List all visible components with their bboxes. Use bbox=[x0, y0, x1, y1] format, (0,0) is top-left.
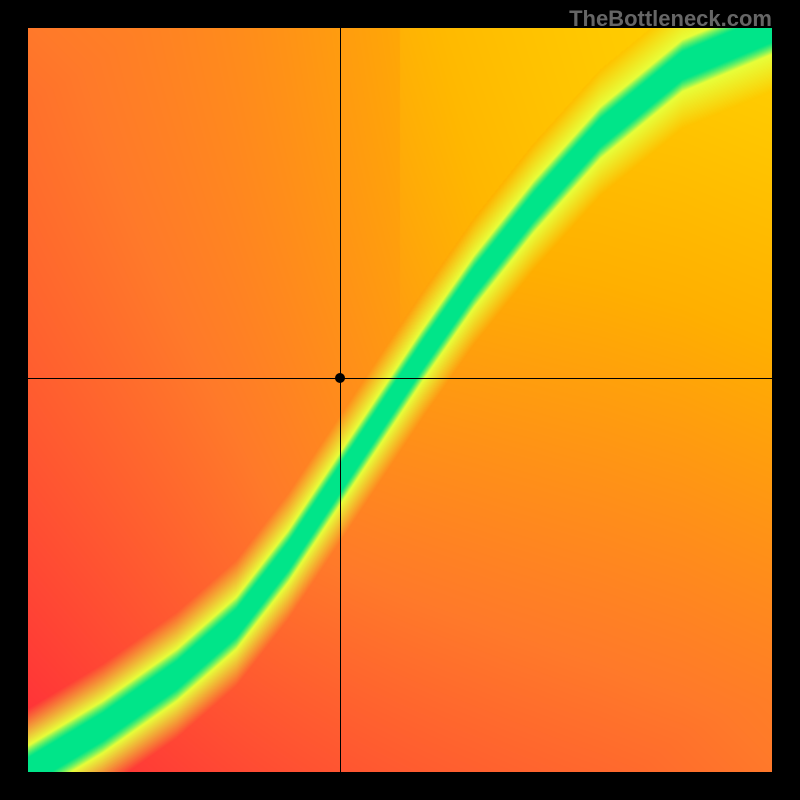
watermark-text: TheBottleneck.com bbox=[569, 6, 772, 32]
heatmap-canvas bbox=[28, 28, 772, 772]
chart-container: { "watermark": { "text": "TheBottleneck.… bbox=[0, 0, 800, 800]
crosshair-horizontal bbox=[28, 378, 772, 379]
crosshair-marker bbox=[335, 373, 345, 383]
crosshair-vertical bbox=[340, 28, 341, 772]
